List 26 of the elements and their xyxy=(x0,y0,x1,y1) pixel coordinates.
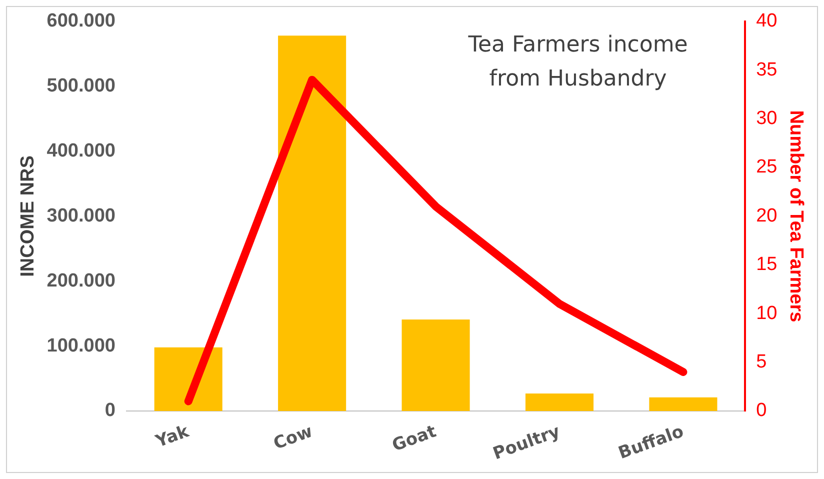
y-tick-label: 500.000 xyxy=(46,76,116,97)
y-tick-label: 600.000 xyxy=(46,10,116,32)
y-tick-label: 0 xyxy=(104,400,116,422)
bar xyxy=(402,319,470,412)
y2-tick-label: 10 xyxy=(756,302,778,324)
bar xyxy=(525,393,594,412)
y2-tick-label: 35 xyxy=(756,59,778,80)
bar xyxy=(649,397,718,412)
y2-tick-label: 30 xyxy=(756,108,778,130)
y2-tick-label: 40 xyxy=(756,10,778,32)
bar xyxy=(278,36,346,412)
text: Tea Farmers income from Husbandry xyxy=(467,32,688,92)
y-tick-label: 200.000 xyxy=(46,270,116,292)
x-tick-label: Yak xyxy=(152,421,192,452)
x-tick-label: Cow xyxy=(271,422,316,454)
y2-tick-label: 0 xyxy=(756,400,767,422)
y-tick-label: 400.000 xyxy=(46,140,116,162)
y-tick-label: 300.000 xyxy=(46,205,116,226)
y-tick-label: 100.000 xyxy=(46,335,116,356)
y2-axis-title: Number of Tea Farmers xyxy=(785,110,806,322)
y2-tick-label: 5 xyxy=(756,352,767,373)
y-axis-title: INCOME NRS xyxy=(18,156,39,277)
x-tick-label: Goat xyxy=(390,422,439,456)
y2-tick-label: 15 xyxy=(756,254,778,276)
y2-tick-label: 25 xyxy=(756,156,778,178)
y2-tick-label: 20 xyxy=(756,205,778,226)
